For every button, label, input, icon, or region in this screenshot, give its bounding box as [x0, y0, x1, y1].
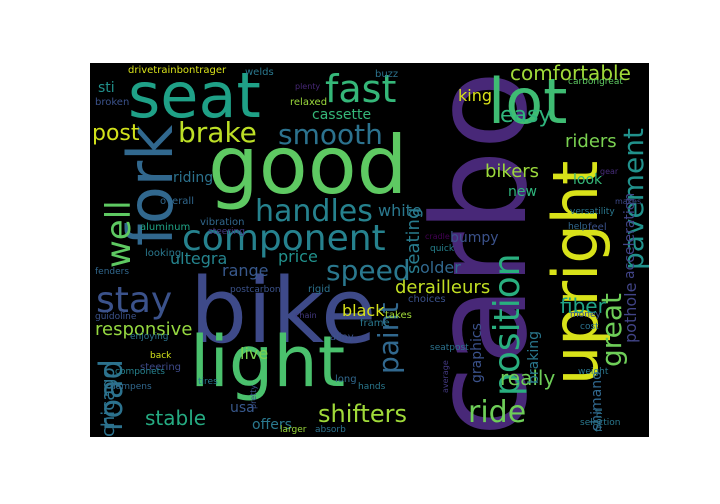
word-guidoline: guidoline	[95, 312, 137, 322]
word-easy: easy	[500, 103, 552, 128]
word-cloud: carbon bike good light seat upright lot fork com…	[90, 63, 649, 437]
word-shifters: shifters	[318, 400, 407, 428]
word-white: white	[378, 201, 422, 220]
word-buzz: buzz	[375, 69, 399, 80]
word-versatility: versatility	[570, 207, 615, 217]
word-pretty: pretty	[249, 384, 258, 409]
word-help: help	[568, 222, 588, 232]
word-absorb: absorb	[315, 425, 346, 435]
word-gear: gear	[600, 167, 619, 176]
word-drivetrainbontrager: drivetrainbontrager	[128, 65, 227, 76]
word-dampens: dampens	[110, 382, 152, 392]
word-handles: handles	[255, 194, 373, 229]
word-overall: overall	[160, 196, 194, 207]
word-graphics: graphics	[469, 323, 485, 383]
word-rigid: rigid	[308, 284, 331, 295]
word-speed: speed	[326, 254, 411, 287]
word-usa: usa	[230, 400, 255, 416]
word-bikers: bikers	[485, 161, 540, 182]
word-fenders: fenders	[95, 267, 130, 277]
word-hands: hands	[358, 382, 386, 392]
word-chain: chain	[295, 311, 317, 320]
word-sti: sti	[98, 80, 115, 96]
word-riding: riding	[173, 170, 214, 186]
word-bumpy: bumpy	[450, 230, 499, 246]
word-fast: fast	[325, 67, 397, 111]
word-older: older	[420, 258, 461, 277]
word-new: new	[508, 184, 537, 200]
word-cradle: cradle	[425, 232, 450, 241]
word-lot: lot	[488, 65, 568, 138]
word-braking: braking	[526, 331, 542, 384]
word-pothole: pothole	[621, 282, 640, 343]
word-cost: cost	[580, 322, 599, 332]
word-average: average	[441, 360, 450, 393]
word-feel: feel	[588, 222, 607, 233]
word-postcarbon: postcarbon	[230, 285, 281, 295]
word-carbongreat: carbongreat	[568, 77, 623, 87]
word-ultegra: ultegra	[170, 249, 228, 268]
word-king: king	[458, 86, 493, 105]
word-post: post	[92, 121, 140, 146]
word-really: really	[500, 366, 556, 390]
word-takes: takes	[385, 310, 412, 321]
word-offers: offers	[252, 417, 292, 433]
word-comfortable: comfortable	[510, 63, 631, 85]
word-weight: weight	[578, 367, 609, 377]
word-responsive: responsive	[95, 319, 193, 340]
word-cassette: cassette	[312, 107, 372, 123]
word-good: good	[208, 119, 408, 212]
word-tires: tires	[198, 377, 218, 387]
word-price: price	[278, 247, 318, 266]
word-component: component	[182, 218, 386, 259]
word-seatpost: seatpost	[430, 343, 469, 353]
word-alloy: alloy	[330, 332, 354, 343]
word-enjoying: enjoying	[130, 332, 169, 342]
word-plenty: plenty	[295, 82, 321, 91]
word-makes: makes	[615, 197, 642, 206]
word-brake: brake	[178, 116, 257, 149]
word-frame: frame	[360, 318, 390, 329]
word-money: money	[570, 310, 601, 320]
word-componets: componets	[115, 367, 165, 377]
word-fiber: fiber	[560, 294, 606, 318]
word-vibration: vibration	[200, 217, 245, 228]
word-broken: broken	[95, 97, 130, 108]
word-stay: stay	[96, 280, 173, 321]
word-derailleurs: derailleurs	[395, 277, 491, 298]
word-choices: choices	[408, 294, 446, 305]
word-light: light	[190, 321, 346, 403]
word-range: range	[222, 261, 269, 280]
word-selection: selection	[580, 418, 621, 428]
word-bike: bike	[190, 259, 377, 364]
word-live: live	[240, 344, 269, 363]
word-welds: welds	[245, 67, 274, 78]
word-seat: seat	[128, 63, 261, 132]
word-quick: quick	[430, 244, 455, 254]
word-black: black	[342, 301, 385, 320]
word-aluminum: aluminum	[140, 222, 191, 233]
word-ride: ride	[468, 395, 527, 430]
word-well: well	[99, 200, 139, 268]
word-chicago: chicago	[98, 367, 119, 437]
word-steering: steering	[208, 227, 245, 237]
word-larger: larger	[280, 425, 307, 435]
word-stable: stable	[145, 406, 207, 430]
word-back: back	[150, 351, 172, 361]
word-relaxed: relaxed	[290, 97, 328, 108]
word-steering: steering	[140, 362, 182, 373]
word-riders: riders	[565, 131, 617, 152]
word-looking: looking	[145, 248, 182, 259]
word-look: look	[573, 172, 603, 188]
word-smooth: smooth	[278, 118, 383, 151]
word-long: long	[335, 374, 357, 385]
